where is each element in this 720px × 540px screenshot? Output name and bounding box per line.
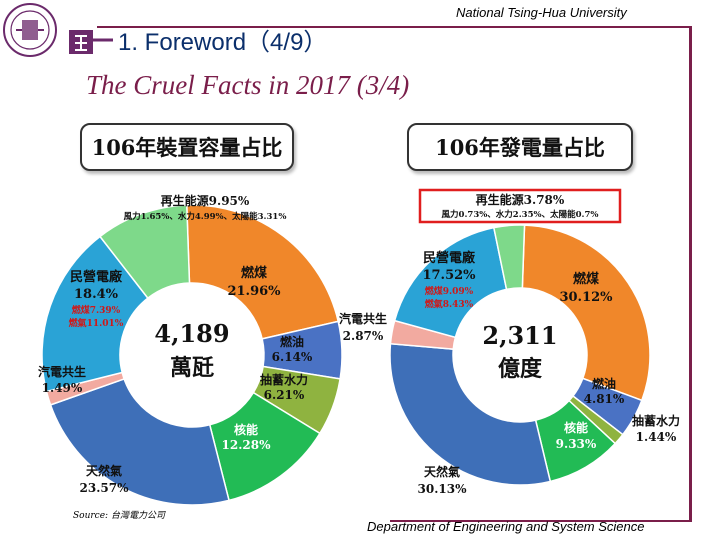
university-seal-icon	[3, 3, 57, 57]
label-cogen-capacity: 汽電共生	[38, 364, 86, 379]
right-border	[689, 26, 692, 521]
generation-donut	[389, 224, 651, 486]
department-name: Department of Engineering and System Sci…	[367, 519, 645, 534]
source-note: Source: 台灣電力公司	[73, 511, 165, 521]
center-value-generation: 2,311	[482, 321, 557, 350]
value-gas-capacity: 23.57%	[80, 481, 130, 495]
donut-slice-民營電廠	[393, 226, 508, 339]
value-pumped-hydro-generation: 1.44%	[636, 430, 677, 444]
ipp-gas-generation: 燃氣8.43%	[425, 298, 474, 310]
label-nuclear-generation: 核能	[564, 420, 588, 435]
renewable-highlight-box	[418, 188, 622, 224]
center-value-capacity: 4,189	[154, 319, 229, 348]
label-renewable-detail-capacity: 風力1.65%、水力4.99%、太陽能3.31%	[124, 211, 287, 222]
label-renewable-detail-generation: 風力0.73%、水力2.35%、太陽能0.7%	[442, 209, 599, 220]
donut-slice-天然氣	[49, 377, 230, 506]
donut-slice-天然氣	[389, 342, 552, 486]
label-pumped-hydro-capacity: 抽蓄水力	[260, 372, 308, 387]
label-renewable-capacity: 再生能源9.95%	[161, 193, 250, 208]
header-rule	[97, 26, 691, 28]
nthu-logo-icon	[69, 30, 113, 54]
label-oil-generation: 燃油	[592, 376, 616, 391]
label-ipp-capacity: 民營電廠	[70, 269, 123, 285]
center-unit-generation: 億度	[498, 356, 543, 382]
slide-subtitle: The Cruel Facts in 2017 (3/4)	[86, 70, 410, 100]
center-unit-capacity: 萬瓩	[170, 355, 214, 381]
ipp-coal-generation: 燃煤9.09%	[425, 285, 474, 297]
donut-slice-燃煤	[185, 204, 340, 340]
ipp-gas-capacity: 燃氣11.01%	[69, 317, 124, 329]
label-oil-capacity: 燃油	[280, 334, 304, 349]
value-gas-generation: 30.13%	[418, 482, 468, 496]
label-renewable-generation: 再生能源3.78%	[476, 192, 565, 207]
donut-slice-民營電廠	[41, 235, 149, 393]
chart-title-capacity: 106年裝置容量占比	[80, 123, 294, 171]
value-coal-capacity: 21.96%	[227, 284, 281, 299]
section-title: 1. Foreword（4/9）	[118, 29, 328, 56]
value-pumped-hydro-capacity: 6.21%	[264, 388, 305, 402]
footer-rule	[390, 520, 692, 522]
capacity-donut	[41, 204, 343, 506]
value-oil-generation: 4.81%	[584, 392, 625, 406]
label-pumped-hydro-generation: 抽蓄水力	[632, 413, 680, 428]
value-coal-generation: 30.12%	[559, 290, 613, 305]
ipp-coal-capacity: 燃煤7.39%	[72, 304, 121, 316]
donut-slice-再生能源	[492, 224, 526, 291]
chart-title-generation: 106年發電量占比	[407, 123, 633, 171]
label-coal-capacity: 燃煤	[241, 265, 267, 281]
label-nuclear-capacity: 核能	[234, 422, 258, 437]
value-ipp-generation: 17.52%	[422, 268, 476, 283]
label-cogen-generation: 汽電共生	[339, 311, 387, 326]
label-gas-generation: 天然氣	[424, 464, 460, 479]
label-gas-capacity: 天然氣	[86, 463, 122, 478]
university-name: National Tsing-Hua University	[456, 5, 627, 20]
value-nuclear-generation: 9.33%	[556, 437, 597, 451]
donut-slice-再生能源	[98, 204, 191, 300]
donut-slice-燃煤	[521, 224, 651, 402]
label-ipp-generation: 民營電廠	[423, 250, 476, 266]
label-coal-generation: 燃煤	[573, 271, 599, 287]
value-oil-capacity: 6.14%	[272, 350, 313, 364]
value-cogen-generation: 2.87%	[343, 329, 384, 343]
value-cogen-capacity: 1.49%	[42, 381, 83, 395]
value-nuclear-capacity: 12.28%	[222, 438, 272, 452]
value-ipp-capacity: 18.4%	[74, 287, 119, 302]
